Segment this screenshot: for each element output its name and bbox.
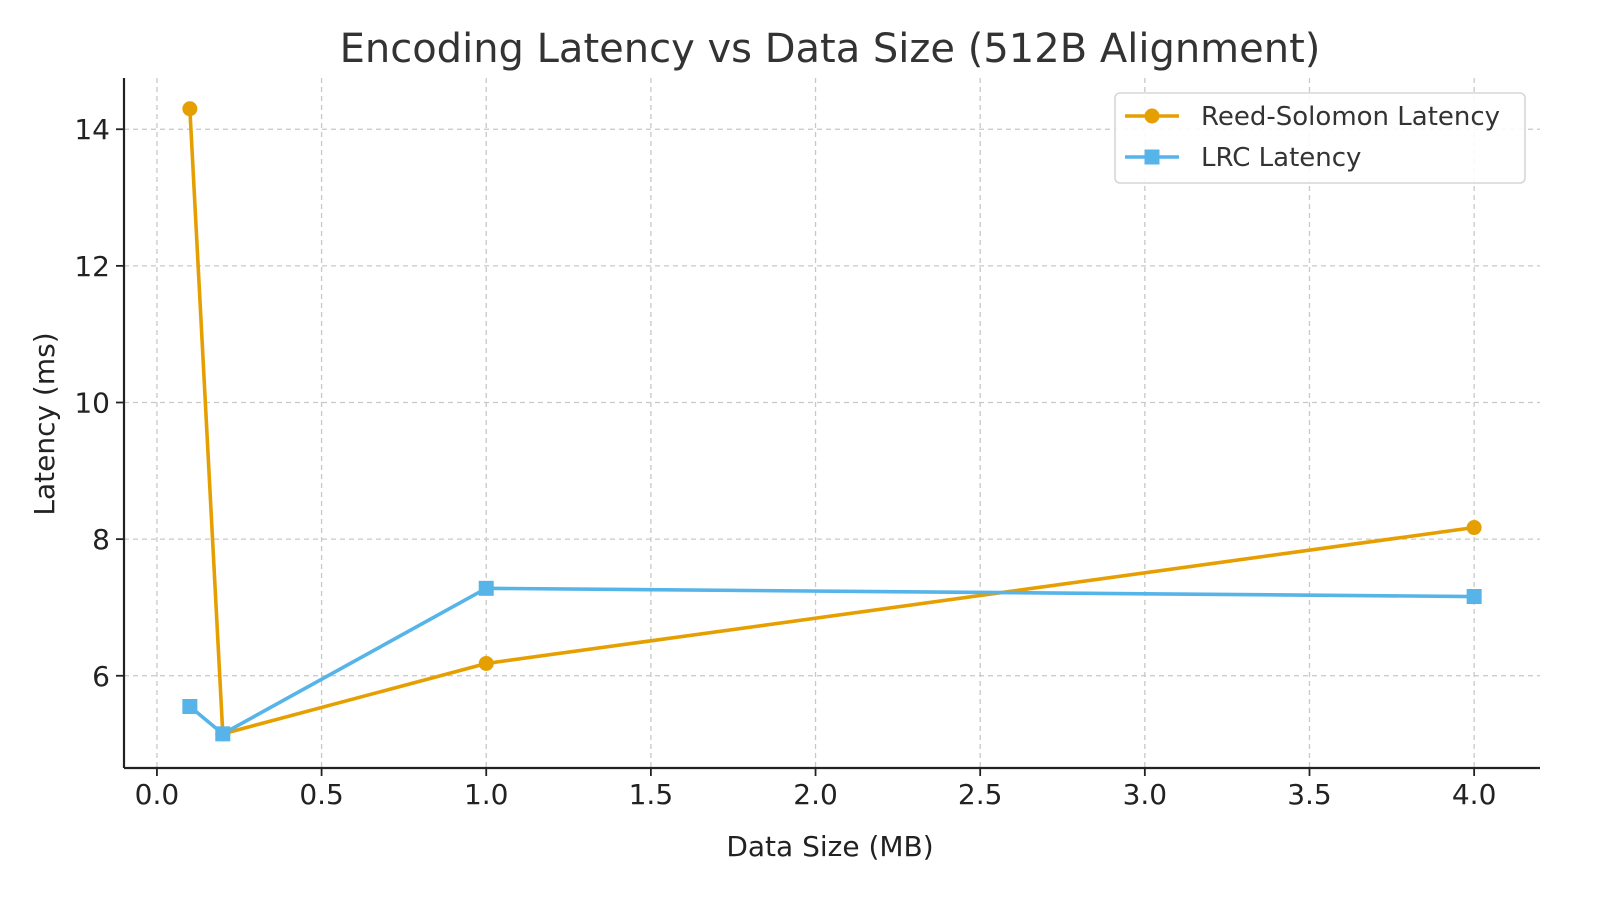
x-tick-label: 1.0	[464, 778, 509, 811]
lrc-data-point	[182, 699, 198, 715]
x-axis-ticks: 0.0 0.5 1.0 1.5 2.0 2.5 3.0 3.5 4.0	[135, 768, 1497, 811]
x-tick-label: 4.0	[1452, 778, 1497, 811]
lrc-data-point	[215, 726, 231, 742]
y-tick-label: 14	[74, 113, 110, 146]
reed-solomon-data-point	[478, 655, 494, 671]
legend-marker-reed-solomon	[1144, 108, 1160, 124]
legend-box	[1114, 92, 1526, 184]
lrc-series-line	[188, 586, 1476, 736]
legend: Reed-Solomon Latency LRC Latency	[1114, 92, 1526, 184]
series-group	[182, 101, 1482, 742]
x-tick-label: 2.5	[958, 778, 1003, 811]
reed-solomon-data-point	[182, 101, 198, 117]
lrc-data-point	[478, 580, 494, 596]
y-tick-label: 10	[74, 387, 110, 420]
x-tick-label: 1.5	[629, 778, 674, 811]
y-tick-label: 12	[74, 250, 110, 283]
x-tick-label: 0.0	[135, 778, 180, 811]
legend-label-lrc: LRC Latency	[1201, 143, 1361, 173]
legend-label-reed-solomon: Reed-Solomon Latency	[1201, 102, 1500, 132]
lrc-data-point	[1466, 589, 1482, 605]
axes	[122, 78, 1540, 770]
reed-solomon-series-line	[188, 106, 1476, 736]
y-axis-ticks: 6 8 10 12 14	[74, 113, 124, 693]
y-axis-label: Latency (ms)	[28, 332, 61, 515]
x-tick-label: 2.0	[793, 778, 838, 811]
y-tick-label: 8	[92, 523, 110, 556]
x-tick-label: 0.5	[299, 778, 344, 811]
legend-marker-lrc	[1144, 149, 1160, 165]
x-tick-label: 3.0	[1123, 778, 1168, 811]
reed-solomon-data-point	[1466, 520, 1482, 536]
y-tick-label: 6	[92, 660, 110, 693]
x-axis-label: Data Size (MB)	[726, 830, 933, 863]
chart-title: Encoding Latency vs Data Size (512B Alig…	[340, 26, 1321, 72]
x-tick-label: 3.5	[1287, 778, 1332, 811]
